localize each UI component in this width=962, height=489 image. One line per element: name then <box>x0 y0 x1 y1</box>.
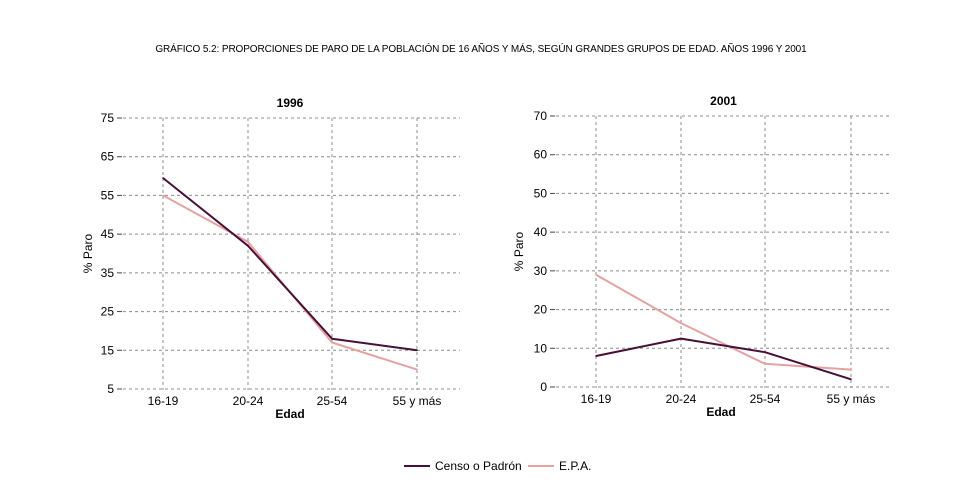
legend-swatch-epa <box>528 465 554 467</box>
chart-2-xtick-label: 25-54 <box>750 392 781 406</box>
chart-2-ytick-label: 0 <box>540 380 547 394</box>
chart-2-series-censo-point <box>680 337 682 340</box>
chart-2-series-epa-point <box>764 363 766 365</box>
chart-2-ytick-label: 20 <box>534 303 548 317</box>
chart-1-title: 1996 <box>277 96 304 110</box>
chart-2-ytick-label: 30 <box>534 264 548 278</box>
chart-1-ytick-label: 65 <box>101 150 115 164</box>
chart-1-xtick-label: 25-54 <box>317 394 348 408</box>
chart-1-series-epa-point <box>247 241 249 243</box>
chart-1-series-censo-point <box>416 349 418 352</box>
legend-label-censo: Censo o Padrón <box>435 459 522 473</box>
chart-1-ytick-label: 5 <box>107 382 114 396</box>
chart-1-series-censo-point <box>247 245 249 247</box>
chart-2-xlabel: Edad <box>706 405 735 419</box>
chart-1-series-censo-point <box>162 177 164 179</box>
chart-1-series-epa-point <box>331 341 333 344</box>
chart-1-series-censo-line <box>162 177 418 352</box>
chart-1-ylabel: % Paro <box>81 234 95 274</box>
chart-2-title: 2001 <box>710 94 737 108</box>
chart-2-series-epa-line <box>595 273 852 371</box>
chart-2-ytick-label: 40 <box>534 225 548 239</box>
legend-label-epa: E.P.A. <box>559 459 592 473</box>
chart-2-ytick-label: 60 <box>534 148 548 162</box>
chart-2-xtick-label: 16-19 <box>581 392 612 406</box>
chart-2-ytick-label: 10 <box>534 341 548 355</box>
chart-2-series-censo-point <box>850 378 852 381</box>
chart-1-xtick-label: 16-19 <box>148 394 179 408</box>
chart-1-ytick-label: 45 <box>101 227 115 241</box>
chart-2-series-epa-point <box>850 368 852 371</box>
chart-1-ytick-label: 75 <box>101 111 115 125</box>
chart-2-xtick-label: 20-24 <box>666 392 697 406</box>
chart-2-series-epa-point <box>595 273 597 276</box>
chart-1-series-epa-point <box>416 368 418 371</box>
chart-2-xtick-label: 55 y más <box>827 392 876 406</box>
chart-1-xtick-label: 55 y más <box>393 394 442 408</box>
chart-1-ytick-label: 35 <box>101 266 115 280</box>
chart-2-series-censo-point <box>595 355 597 357</box>
chart-1-ytick-label: 15 <box>101 343 115 357</box>
chart-2-ylabel: % Paro <box>512 232 526 272</box>
chart-2-ytick-label: 70 <box>534 109 548 123</box>
legend-swatch-censo <box>404 465 430 467</box>
chart-1-xlabel: Edad <box>275 407 304 421</box>
chart-1-series-epa-point <box>162 194 164 197</box>
chart-1-xtick-label: 20-24 <box>233 394 264 408</box>
chart-1-ytick-label: 25 <box>101 305 115 319</box>
chart-2-series-censo-line <box>595 337 852 381</box>
chart-1-ytick-label: 55 <box>101 188 115 202</box>
chart-2-series-censo-point <box>764 351 766 354</box>
chart-2-ytick-label: 50 <box>534 186 548 200</box>
figure-title: GRÁFICO 5.2: PROPORCIONES DE PARO DE LA … <box>155 44 807 55</box>
chart-1-series-censo-point <box>331 337 333 340</box>
legend: Censo o Padrón E.P.A. <box>0 456 962 476</box>
chart-1-series-epa-line <box>162 194 418 371</box>
chart-2-series-epa-point <box>680 322 682 324</box>
